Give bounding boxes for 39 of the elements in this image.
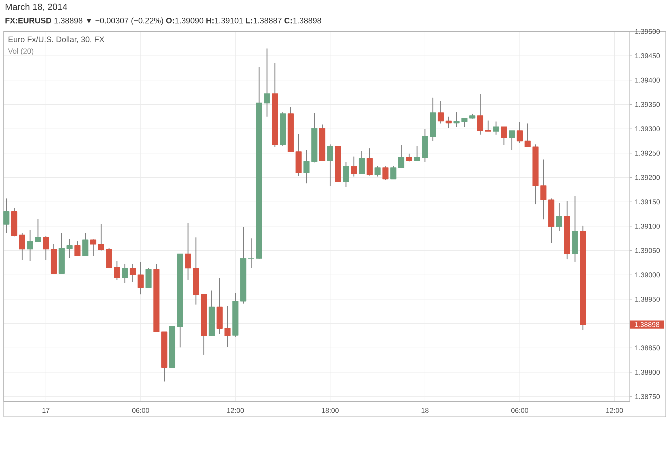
candlestick — [382, 166, 389, 181]
candlestick — [19, 232, 26, 261]
candlestick — [90, 239, 97, 257]
annotation: Euro Fx/U.S. Dollar, 30, FX — [8, 36, 105, 44]
candlestick — [248, 238, 254, 269]
candlestick — [11, 207, 18, 238]
candlestick — [343, 162, 350, 188]
candlestick — [327, 144, 334, 187]
candlestick — [516, 122, 524, 144]
candlestick — [122, 264, 128, 284]
candlestick — [572, 196, 578, 262]
candlestick — [398, 144, 405, 168]
candlestick — [540, 159, 547, 220]
candlestick — [358, 150, 366, 174]
candlestick — [493, 121, 500, 136]
candlestick — [509, 130, 516, 151]
text: FX:EURUSD 1.38898 ▼ −0.00307 (−0.22%) O:1.39090 H:1.39101 L:1.38887 C:1.38898 — [6, 18, 322, 26]
candlestick — [446, 116, 452, 129]
candlestick — [138, 262, 144, 296]
candlestick — [98, 224, 104, 252]
candlestick — [130, 264, 136, 282]
candlestick — [146, 268, 152, 288]
candlestick — [477, 94, 484, 136]
candlestick — [74, 241, 81, 257]
candlestick — [556, 203, 562, 232]
candlestick — [390, 166, 397, 180]
text: March 18, 2014 — [6, 4, 68, 12]
candlestick — [43, 236, 50, 261]
candlestick — [4, 198, 10, 234]
candlestick — [374, 166, 381, 178]
candlestick — [501, 126, 508, 146]
candlestick — [366, 148, 373, 176]
candlestick — [66, 238, 73, 259]
candlestick — [82, 232, 89, 257]
candlestick — [485, 120, 492, 132]
candlestick — [351, 156, 358, 178]
candlestick — [430, 97, 436, 142]
candlestick — [296, 134, 302, 177]
candlestick — [438, 100, 444, 124]
